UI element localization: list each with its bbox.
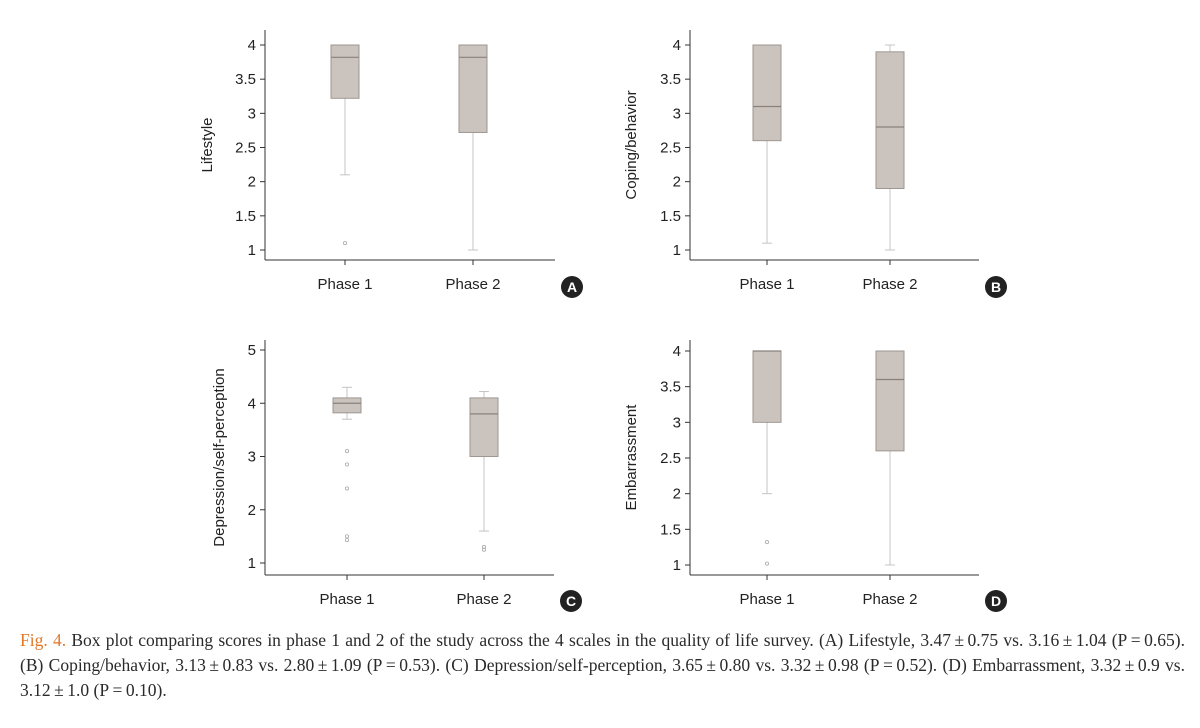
box-a-2 (458, 44, 488, 251)
panel-d: 1 1.5 2 2.5 3 3.5 4 Embarrassment Phase 1 Phase 2… (623, 340, 1007, 612)
outlier-point (344, 449, 349, 454)
box-body (875, 51, 905, 190)
panel-badge-a: A (561, 276, 583, 298)
outlier-point (765, 561, 770, 566)
box-d-2 (875, 350, 905, 566)
box-body (875, 350, 905, 452)
y-tick-label: 2 (248, 174, 256, 191)
box-b-1 (752, 44, 782, 244)
x-tick-label: Phase 2 (445, 276, 500, 293)
box-body (752, 350, 782, 423)
y-tick-label: 4 (248, 37, 256, 54)
x-tick-label: Phase 2 (862, 276, 917, 293)
box-c-2 (469, 391, 499, 552)
panel-badge-circle (560, 590, 582, 612)
y-tick-label: 1 (673, 557, 681, 574)
figure-charts: 1 1.5 2 2.5 3 3.5 4 Lifestyle Phase 1 Phase 2 A 1 1.… (199, 30, 1007, 612)
panel-badge-d: D (985, 590, 1007, 612)
y-tick-label: 3 (248, 105, 256, 122)
outlier-point (344, 462, 349, 467)
y-tick-label: 1 (248, 242, 256, 259)
box-d-1 (752, 350, 782, 566)
x-tick-label: Phase 1 (739, 276, 794, 293)
panel-badge-label: A (567, 279, 577, 295)
box-body (752, 44, 782, 142)
y-tick-label: 1.5 (660, 208, 681, 225)
panel-c: 1 2 3 4 5 Depression/self-perception Phase 1 Ph… (211, 340, 582, 612)
y-tick-label: 2 (248, 502, 256, 519)
panel-badge-b: B (985, 276, 1007, 298)
figure-caption: Fig. 4. Box plot comparing scores in pha… (20, 628, 1185, 703)
y-tick-label: 3 (248, 449, 256, 466)
panel-badge-label: B (991, 279, 1001, 295)
x-tick-label: Phase 2 (456, 591, 511, 608)
figure-caption-text: Box plot comparing scores in phase 1 and… (20, 630, 1185, 700)
x-tick-label: Phase 1 (317, 276, 372, 293)
y-axis-label: Embarrassment (623, 404, 640, 511)
y-tick-label: 3.5 (660, 71, 681, 88)
outlier-point (344, 486, 349, 491)
y-tick-label: 3 (673, 105, 681, 122)
outlier-point (765, 540, 770, 545)
panel-badge-circle (561, 276, 583, 298)
box-body (330, 44, 360, 99)
y-tick-label: 1 (248, 555, 256, 572)
y-tick-label: 3.5 (660, 379, 681, 396)
y-tick-label: 1 (673, 242, 681, 259)
x-tick-label: Phase 1 (739, 591, 794, 608)
y-tick-label: 2 (673, 174, 681, 191)
panel-b: 1 1.5 2 2.5 3 3.5 4 Coping/behavior Phase 1 Phase… (623, 30, 1007, 298)
box-body (332, 397, 362, 414)
panel-a: 1 1.5 2 2.5 3 3.5 4 Lifestyle Phase 1 Phase 2 A (199, 30, 583, 298)
y-axis-label: Lifestyle (199, 117, 216, 172)
box-body (469, 397, 499, 457)
panel-badge-circle (985, 276, 1007, 298)
panel-badge-c: C (560, 590, 582, 612)
box-body (458, 44, 488, 133)
box-a-1 (330, 44, 360, 246)
box-c-1 (332, 386, 362, 543)
outlier-point (481, 545, 486, 550)
outlier-point (481, 547, 486, 552)
y-tick-label: 4 (673, 37, 681, 54)
y-tick-label: 2.5 (235, 140, 256, 157)
y-tick-label: 1.5 (235, 208, 256, 225)
panel-badge-circle (985, 590, 1007, 612)
y-tick-label: 2 (673, 486, 681, 503)
y-axis-label: Coping/behavior (623, 90, 640, 199)
y-tick-label: 5 (248, 342, 256, 359)
y-tick-label: 4 (248, 395, 256, 412)
panel-badge-label: D (991, 593, 1001, 609)
outlier-point (344, 538, 349, 543)
y-tick-label: 2.5 (660, 140, 681, 157)
outlier-point (344, 534, 349, 539)
outlier-point (342, 241, 347, 246)
x-tick-label: Phase 2 (862, 591, 917, 608)
y-tick-label: 4 (673, 343, 681, 360)
y-axis-label: Depression/self-perception (211, 368, 228, 546)
panel-badge-label: C (566, 593, 576, 609)
y-tick-label: 2.5 (660, 450, 681, 467)
y-tick-label: 1.5 (660, 521, 681, 538)
figure-caption-label: Fig. 4. (20, 630, 67, 650)
box-b-2 (875, 44, 905, 251)
x-tick-label: Phase 1 (319, 591, 374, 608)
y-tick-label: 3.5 (235, 71, 256, 88)
y-tick-label: 3 (673, 414, 681, 431)
